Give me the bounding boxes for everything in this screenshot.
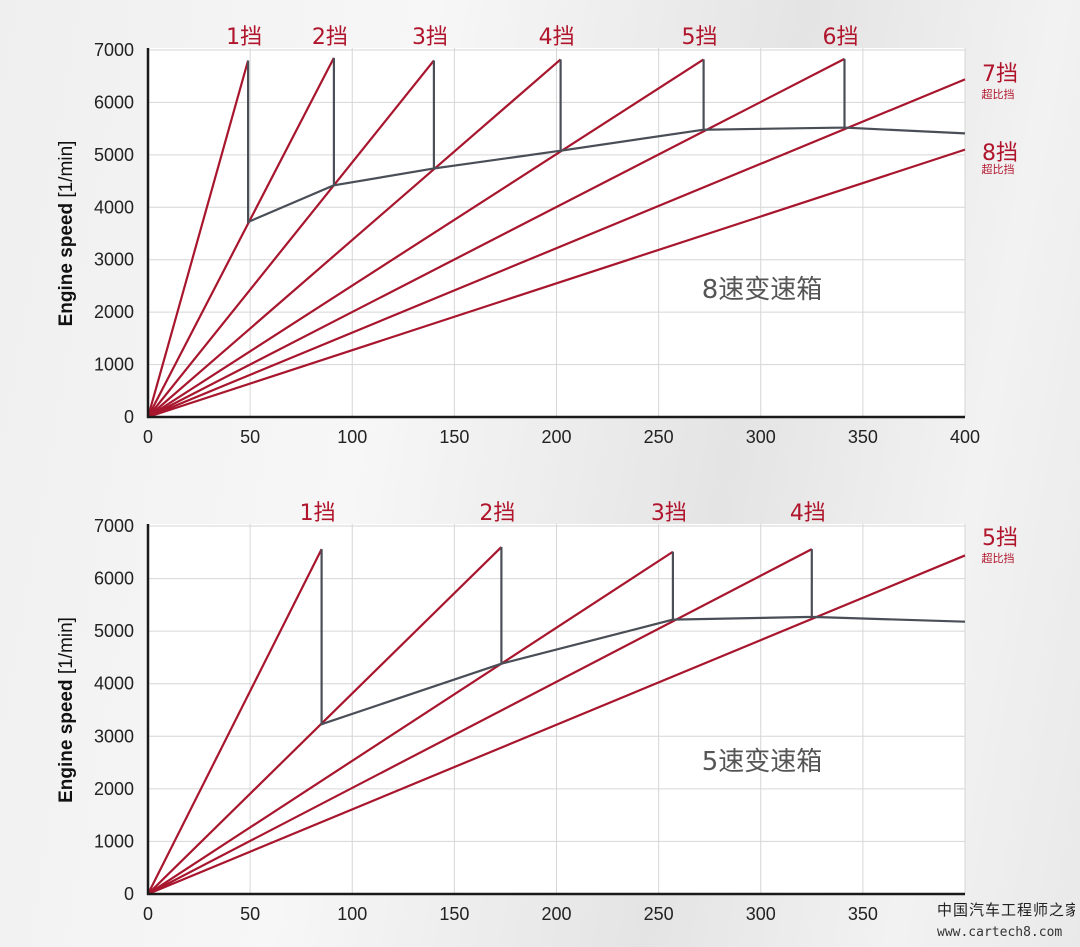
- gear-line-7: [147, 78, 966, 419]
- gear-label-8: 8挡: [982, 141, 1018, 166]
- gear-sublabel-8: 超比挡: [982, 162, 1015, 176]
- gear-label-3: 3挡: [412, 25, 448, 50]
- gear-line-2: [147, 57, 335, 418]
- chart-5-speed: 0 50 100 150 200 250 300 350 0 1000 2000 3000 4000 50…: [0, 478, 1080, 947]
- x-tick-label: 150: [439, 904, 469, 924]
- y-tick-label: 1000: [94, 831, 134, 851]
- gear-label-4: 4挡: [539, 25, 575, 50]
- gear-sublabel-7: 超比挡: [982, 87, 1015, 101]
- shift-path-line: [247, 57, 966, 224]
- x-tick-label: 400: [950, 427, 980, 447]
- shift-path-line: [320, 547, 966, 726]
- y-tick-label: 5000: [94, 621, 134, 641]
- y-tick-label: 0: [124, 884, 134, 904]
- gear-line-6: [147, 57, 845, 418]
- y-axis-label: Engine speed [1/min]: [56, 141, 77, 327]
- y-tick-label: 4000: [94, 674, 134, 694]
- x-tick-label: 250: [644, 904, 674, 924]
- x-tick-label: 100: [337, 904, 367, 924]
- gear-label-1: 1挡: [300, 501, 336, 526]
- y-tick-label: 6000: [94, 92, 134, 112]
- y-tick-label: 3000: [94, 250, 134, 270]
- gear-line-3: [147, 550, 674, 895]
- gear-label-3: 3挡: [651, 501, 687, 526]
- y-tick-label: 3000: [94, 726, 134, 746]
- gear-line-1: [146, 60, 250, 418]
- gear-line-5: [147, 58, 705, 418]
- x-tick-label: 300: [746, 427, 776, 447]
- gear-line-8: [147, 148, 966, 419]
- x-tick-label: 150: [439, 427, 469, 447]
- gear-label-2: 2挡: [312, 25, 348, 50]
- gear-line-2: [147, 546, 503, 895]
- x-tick-label: 200: [541, 904, 571, 924]
- gear-line-4: [147, 58, 562, 418]
- gear-line-4: [147, 548, 813, 895]
- gear-line-3: [147, 59, 435, 418]
- x-tick-label: 0: [143, 904, 153, 924]
- y-tick-label: 4000: [94, 197, 134, 217]
- x-tick-label: 350: [848, 904, 878, 924]
- chart-title: 8速变速箱: [702, 275, 823, 305]
- x-tick-label: 250: [644, 427, 674, 447]
- y-axis-label: Engine speed [1/min]: [56, 617, 77, 803]
- gear-line-1: [147, 548, 323, 895]
- x-tick-label: 100: [337, 427, 367, 447]
- y-tick-label: 1000: [94, 355, 134, 375]
- x-tick-label: 50: [240, 904, 260, 924]
- y-tick-label: 7000: [94, 516, 134, 536]
- chart-8-speed: 0 50 100 150 200 250 300 350 400 0 1000 2000 3000 400…: [0, 0, 1080, 462]
- y-tick-label: 7000: [94, 40, 134, 60]
- x-tick-label: 0: [143, 427, 153, 447]
- gear-label-2: 2挡: [479, 501, 515, 526]
- y-tick-label: 5000: [94, 145, 134, 165]
- chart-title: 5速变速箱: [702, 747, 823, 777]
- y-tick-label: 6000: [94, 569, 134, 589]
- watermark-name: 中国汽车工程师之家: [937, 901, 1075, 919]
- watermark: 中国汽车工程师之家 www.cartech8.com: [935, 898, 1075, 944]
- gear-label-5: 5挡: [682, 25, 718, 50]
- gear-label-7: 7挡: [982, 62, 1018, 87]
- watermark-url: www.cartech8.com: [937, 925, 1062, 940]
- gear-line-5: [147, 554, 966, 896]
- gear-label-4: 4挡: [790, 501, 826, 526]
- y-tick-label: 0: [124, 407, 134, 427]
- chart-8-speed-svg: 0 50 100 150 200 250 300 350 4000100020003000400…: [56, 25, 1018, 447]
- gear-label-5: 5挡: [982, 526, 1018, 551]
- gear-label-1: 1挡: [226, 25, 262, 50]
- gear-sublabel-5: 超比挡: [982, 551, 1015, 565]
- y-tick-label: 2000: [94, 779, 134, 799]
- gear-label-6: 6挡: [822, 25, 858, 50]
- chart-5-speed-svg: 0 50 100 150 200 250 300 350 0 1000 2000 3000 4000 50…: [56, 501, 1018, 924]
- x-tick-label: 200: [541, 427, 571, 447]
- x-tick-label: 300: [746, 904, 776, 924]
- y-tick-label: 2000: [94, 302, 134, 322]
- x-tick-label: 350: [848, 427, 878, 447]
- x-tick-label: 50: [240, 427, 260, 447]
